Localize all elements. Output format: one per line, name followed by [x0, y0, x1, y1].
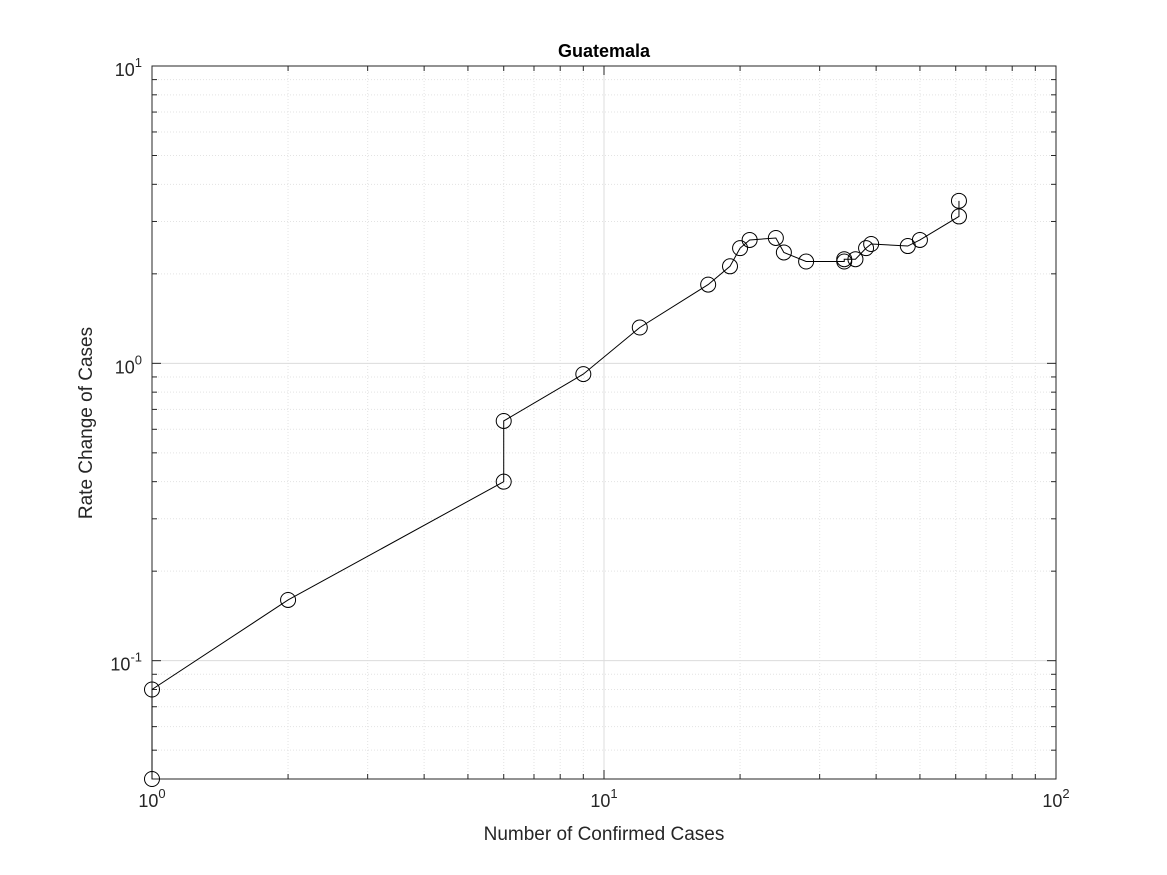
x-tick-label: 101 [590, 786, 617, 811]
data-point-marker [722, 258, 738, 275]
x-tick-label: 100 [138, 786, 165, 811]
data-point-marker [798, 253, 815, 270]
data-point-marker [950, 192, 967, 209]
data-point-marker [495, 473, 512, 490]
x-axis-label: Number of Confirmed Cases [484, 824, 725, 845]
data-point-marker [144, 681, 160, 698]
data-point-marker [631, 319, 648, 336]
data-point-marker [836, 251, 853, 268]
data-point-marker [280, 591, 297, 608]
data-point-marker [732, 240, 749, 257]
y-tick-label: 101 [115, 55, 142, 80]
data-point-marker [863, 235, 880, 252]
y-tick-label: 100 [115, 352, 142, 377]
data-point-marker [911, 231, 928, 248]
y-axis-label: Rate Change of Cases [76, 327, 97, 519]
y-tick-label: 10-1 [110, 650, 142, 675]
data-point-marker [847, 251, 864, 268]
data-point-marker [495, 412, 512, 429]
data-point-marker [767, 229, 784, 246]
data-point-marker [144, 771, 160, 787]
data-point-marker [858, 240, 875, 257]
data-point-marker [575, 366, 592, 383]
data-point-marker [775, 244, 792, 261]
chart-title: Guatemala [558, 41, 651, 61]
series-line [151, 200, 960, 779]
grid-lines [152, 66, 1056, 779]
data-point-marker [741, 231, 758, 248]
data-point-marker [700, 276, 717, 293]
data-point-marker [950, 208, 967, 225]
data-series [144, 192, 967, 787]
tick-labels: 100 101 102 10-1 100 101 [110, 55, 1069, 811]
x-tick-label: 102 [1042, 786, 1069, 811]
